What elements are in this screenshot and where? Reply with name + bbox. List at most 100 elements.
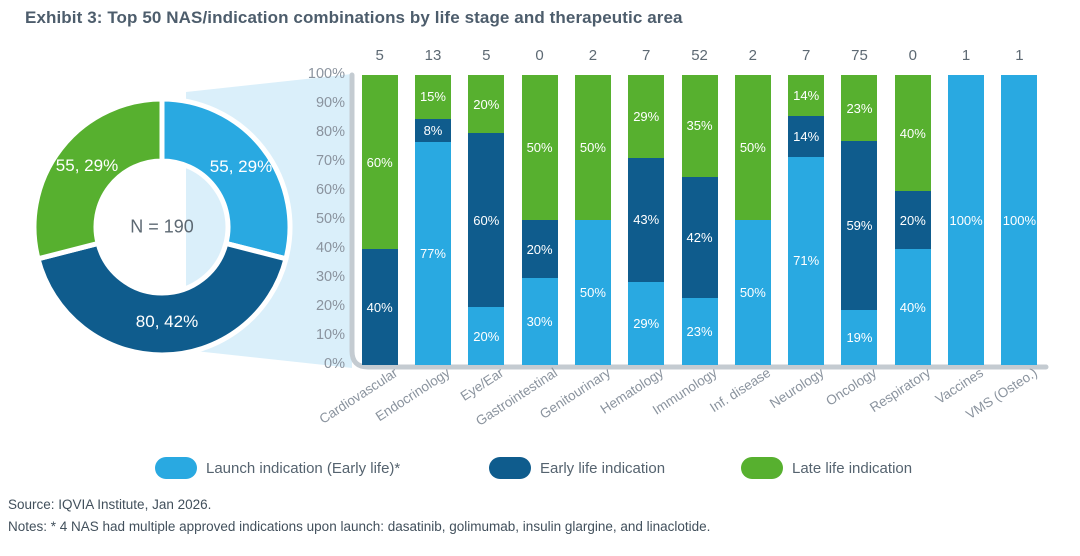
bar-column-gastrointestinal: 0 50% 20% 30% Gastrointestinal (473, 46, 566, 446)
bar-segment-early: 60% (468, 133, 505, 307)
bar-count-label: 1 (1015, 47, 1024, 64)
y-tick-label: 100% (307, 66, 345, 82)
bar-column-hematology: 7 29% 43% 29% Hematology (598, 46, 673, 446)
donut-segment-late (31, 96, 165, 262)
bar-segment-launch: 50% (734, 220, 771, 365)
bar-column-vaccines: 1 100% Vaccines (933, 46, 992, 446)
bar-column-respiratory: 0 40% 20% 40% Respiratory (867, 46, 939, 446)
bar-count-label: 5 (482, 47, 491, 64)
bar-segment-late: 40% (894, 75, 931, 191)
y-tick-label: 70% (315, 153, 345, 169)
legend-swatch-launch (155, 457, 197, 479)
bar-segment-launch: 20% (468, 307, 505, 365)
bar-column-eye-ear: 5 20% 60% 20% Eye/Ear (458, 46, 513, 446)
bar-segment-label: 59% (846, 218, 873, 234)
bar-segment-label: 20% (473, 328, 500, 344)
source-text: Source: IQVIA Institute, Jan 2026. (8, 497, 212, 512)
donut-segment-label-late: 55, 29% (55, 156, 119, 175)
y-tick-label: 90% (315, 95, 345, 111)
bar-segment-launch: 100% (948, 75, 985, 365)
bar-segment-label: 60% (473, 212, 500, 228)
bar-stack: 29% 43% 29% (628, 75, 665, 365)
bar-segment-launch: 19% (841, 310, 878, 365)
bar-count-label: 0 (908, 47, 917, 64)
bar-segment-early: 43% (628, 158, 665, 282)
bar-stack: 50% 50% (734, 75, 771, 365)
legend-swatch-late (741, 457, 783, 479)
y-tick-label: 10% (315, 327, 345, 343)
legend-item-late: Late life indication (741, 456, 912, 480)
bar-segment-label: 29% (633, 109, 660, 125)
bar-stack: 60% 40% (361, 75, 398, 365)
y-tick-label: 50% (315, 211, 345, 227)
bar-plot-area: 5 60% 40% Cardiovascular 13 15% 8% 77% Endocrino… (316, 46, 1046, 446)
bar-segment-label: 50% (739, 140, 766, 155)
bar-segment-launch: 77% (414, 141, 451, 365)
bar-segment-label: 40% (899, 299, 926, 315)
bar-segment-late: 35% (681, 75, 718, 177)
legend-swatch-early (489, 457, 531, 479)
y-tick-label: 30% (315, 269, 345, 285)
bar-stack: 40% 20% 40% (894, 75, 931, 365)
legend-label: Launch indication (Early life)* (206, 459, 401, 477)
bar-segment-label: 60% (366, 154, 393, 170)
bar-column-cardiovascular: 5 60% 40% Cardiovascular (316, 46, 406, 446)
bar-segment-late: 15% (414, 75, 451, 119)
bar-count-label: 2 (748, 47, 758, 64)
legend-label: Late life indication (792, 459, 913, 477)
donut-segment-early (35, 240, 289, 358)
bar-column-inf-disease: 2 50% 50% Inf. disease (707, 46, 779, 446)
bar-segment-early: 20% (894, 191, 931, 249)
bar-stack: 50% 20% 30% (521, 75, 558, 365)
bar-segment-late: 14% (788, 75, 825, 116)
bar-column-neurology: 7 14% 14% 71% Neurology (767, 46, 833, 446)
bar-column-genitourinary: 2 50% 50% Genitourinary (537, 46, 619, 446)
chart-title: Exhibit 3: Top 50 NAS/indication combina… (25, 8, 683, 27)
bar-segment-label: 50% (579, 140, 606, 155)
bar-count-label: 7 (642, 47, 651, 64)
bar-segment-late: 20% (468, 75, 505, 133)
bar-column-vms-osteo-: 1 100% VMS (Osteo.) (963, 46, 1046, 446)
bar-segment-launch: 100% (1001, 75, 1038, 365)
bar-segment-label: 50% (739, 285, 766, 300)
donut-segment-launch (159, 96, 293, 262)
bar-segment-launch: 40% (894, 249, 931, 365)
bar-count-label: 1 (961, 47, 971, 64)
bar-stack: 35% 42% 23% (681, 75, 718, 365)
bar-segment-late: 50% (734, 75, 771, 220)
bar-column-endocrinology: 13 15% 8% 77% Endocrinology (373, 46, 459, 446)
bar-segment-launch: 50% (574, 220, 611, 365)
bar-stack: 20% 60% 20% (468, 75, 505, 365)
bar-segment-label: 20% (526, 241, 553, 257)
donut-center-label: N = 190 (130, 216, 194, 237)
axis-line (349, 72, 1049, 370)
legend-item-launch: Launch indication (Early life)* (155, 456, 400, 480)
bar-segment-label: 19% (846, 330, 873, 346)
notes-text: Notes: * 4 NAS had multiple approved ind… (8, 519, 711, 534)
bar-segment-label: 14% (793, 88, 820, 103)
y-tick-label: 40% (315, 240, 345, 256)
bar-segment-label: 50% (526, 140, 553, 155)
bar-segment-early: 40% (361, 249, 398, 365)
bar-column-immunology: 52 35% 42% 23% Immunology (650, 46, 726, 446)
bar-count-label: 52 (691, 47, 708, 64)
bar-segment-label: 29% (633, 315, 660, 331)
y-tick-label: 60% (315, 182, 345, 198)
bar-segment-label: 43% (633, 212, 660, 228)
bar-segment-label: 77% (419, 245, 446, 261)
bar-segment-label: 50% (579, 285, 606, 300)
legend: Launch indication (Early life)* Early li… (0, 456, 1080, 480)
bar-stack: 100% (1001, 75, 1038, 365)
legend-item-early: Early life indication (489, 456, 665, 480)
donut-chart (31, 96, 293, 358)
bar-count-label: 75 (851, 47, 868, 64)
bar-segment-early: 42% (681, 176, 718, 299)
bar-segment-label: 14% (793, 129, 820, 144)
bar-segment-label: 15% (419, 89, 446, 105)
bar-segment-late: 60% (361, 75, 398, 249)
bar-count-label: 13 (424, 47, 442, 64)
bar-count-label: 7 (801, 47, 811, 64)
bar-segment-label: 40% (366, 299, 393, 315)
bar-segment-late: 50% (574, 75, 611, 220)
bar-count-label: 5 (375, 47, 384, 64)
